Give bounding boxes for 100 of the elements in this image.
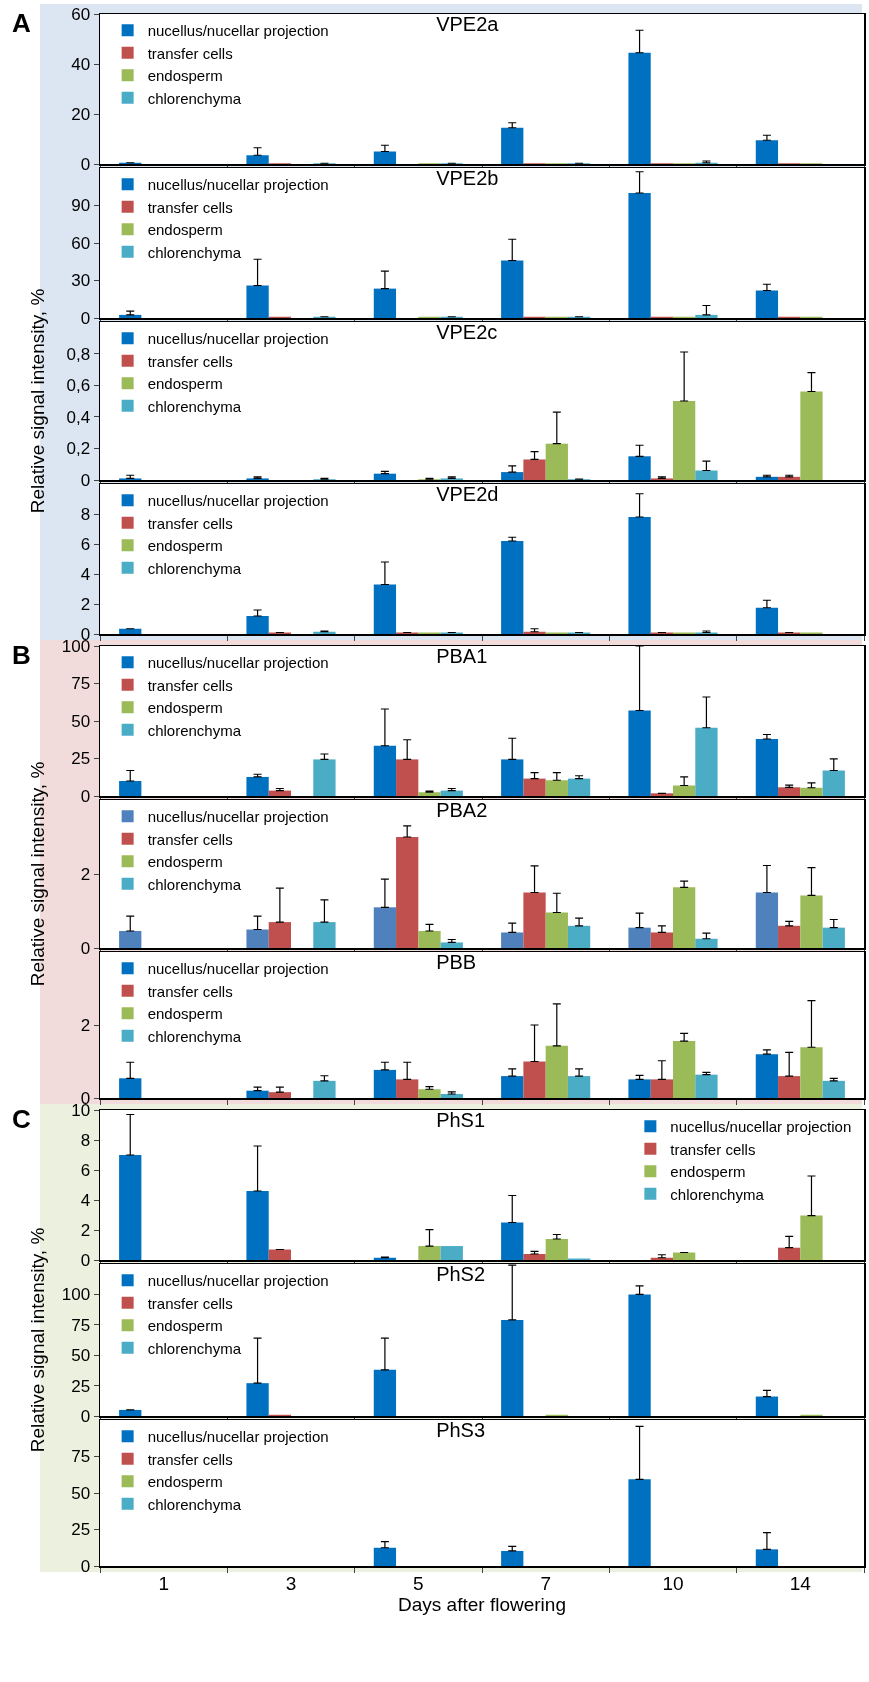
bar	[800, 1215, 823, 1260]
bar	[755, 739, 779, 796]
bar	[501, 1222, 524, 1260]
bar	[501, 759, 524, 796]
y-tick-label: 6	[80, 1160, 91, 1180]
y-axis-title: Relative signal intensity, %	[27, 288, 49, 514]
bar	[501, 260, 524, 318]
bar	[373, 584, 397, 634]
y-tick-label: 50	[71, 1483, 91, 1503]
bar	[800, 895, 823, 948]
bar	[755, 290, 779, 318]
legend-label: transfer cells	[147, 982, 233, 1000]
chart-title: VPE2c	[436, 321, 498, 344]
bar	[246, 929, 269, 948]
y-axis-title: Relative signal intensity, %	[27, 761, 49, 987]
y-tick-label: 0	[80, 938, 91, 958]
y-tick-label: 4	[80, 564, 91, 584]
y-tick-label: 2	[80, 1015, 91, 1035]
y-tick-label: 0,4	[66, 407, 91, 427]
bar	[800, 1047, 823, 1098]
bar	[628, 1294, 651, 1416]
chart-title: VPE2d	[436, 483, 499, 505]
bar	[673, 1041, 696, 1098]
bar	[313, 922, 336, 948]
bar	[567, 1076, 591, 1098]
x-axis-title: Days after flowering	[398, 1594, 566, 1616]
bar	[501, 541, 524, 634]
bar	[523, 631, 546, 634]
legend-label: chlorenchyma	[147, 1495, 242, 1513]
bar	[119, 781, 142, 796]
legend-label: chlorenchyma	[147, 559, 242, 577]
bar	[755, 1549, 779, 1566]
legend-label: endosperm	[147, 699, 223, 717]
bar	[545, 443, 568, 480]
legend-label: chlorenchyma	[147, 875, 242, 893]
chart-title: VPE2b	[436, 167, 499, 189]
legend-label: endosperm	[147, 1005, 223, 1023]
bar	[628, 1079, 651, 1098]
x-tick-label: 14	[789, 1573, 812, 1595]
bar	[695, 727, 718, 796]
legend-label: nucellus/nucellar projection	[670, 1118, 852, 1136]
bar	[246, 776, 269, 796]
y-tick-label: 30	[71, 271, 91, 291]
bar	[822, 927, 845, 948]
legend-label: endosperm	[147, 375, 223, 393]
y-tick-label: 2	[80, 594, 91, 614]
bar	[822, 1080, 845, 1098]
bar	[628, 1479, 651, 1566]
bar	[373, 288, 397, 318]
legend-label: transfer cells	[147, 676, 233, 694]
bar	[119, 1155, 142, 1260]
x-tick-label: 7	[540, 1573, 551, 1595]
bar	[440, 790, 463, 796]
y-tick-label: 25	[71, 749, 91, 769]
bar	[418, 1089, 441, 1098]
y-axis-title: Relative signal intensity, %	[27, 1227, 49, 1453]
bar	[650, 793, 673, 796]
chart-title: PhS1	[436, 1109, 486, 1131]
x-tick-label: 10	[662, 1573, 684, 1595]
bar	[567, 925, 591, 948]
bar	[673, 887, 696, 948]
legend-label: nucellus/nucellar projection	[147, 22, 329, 40]
bar	[268, 790, 291, 796]
bar	[440, 1093, 463, 1098]
legend-label: nucellus/nucellar projection	[147, 1428, 329, 1446]
bar	[268, 922, 291, 948]
chart-title: PhS2	[436, 1263, 486, 1286]
bar	[822, 770, 845, 796]
bar	[246, 285, 269, 318]
bar	[778, 925, 801, 948]
bar	[755, 476, 779, 480]
bar	[523, 459, 546, 480]
y-tick-label: 6	[80, 534, 91, 554]
bar	[755, 1054, 779, 1098]
y-tick-label: 0,2	[66, 439, 91, 459]
legend-label: transfer cells	[670, 1140, 756, 1158]
legend-label: endosperm	[147, 1473, 223, 1491]
bar	[440, 1246, 463, 1260]
bar	[628, 456, 651, 480]
legend-label: chlorenchyma	[147, 89, 242, 107]
bar	[545, 1239, 568, 1260]
bar	[501, 932, 524, 948]
y-tick-label: 75	[71, 1315, 91, 1335]
legend-label: endosperm	[147, 67, 223, 85]
bar	[628, 710, 651, 796]
y-tick-label: 0	[80, 308, 91, 328]
bar	[373, 745, 397, 796]
legend-label: transfer cells	[147, 198, 233, 216]
bar	[755, 1396, 779, 1416]
bar	[545, 1045, 568, 1098]
chart-title: PhS3	[436, 1418, 486, 1441]
legend-label: nucellus/nucellar projection	[147, 1272, 329, 1290]
bar	[545, 912, 568, 948]
bar	[628, 52, 651, 164]
bar	[501, 1550, 524, 1566]
bar	[628, 193, 651, 318]
bar	[501, 127, 524, 164]
bar	[778, 1076, 801, 1098]
bar	[246, 1090, 269, 1098]
legend-label: chlorenchyma	[147, 721, 242, 739]
